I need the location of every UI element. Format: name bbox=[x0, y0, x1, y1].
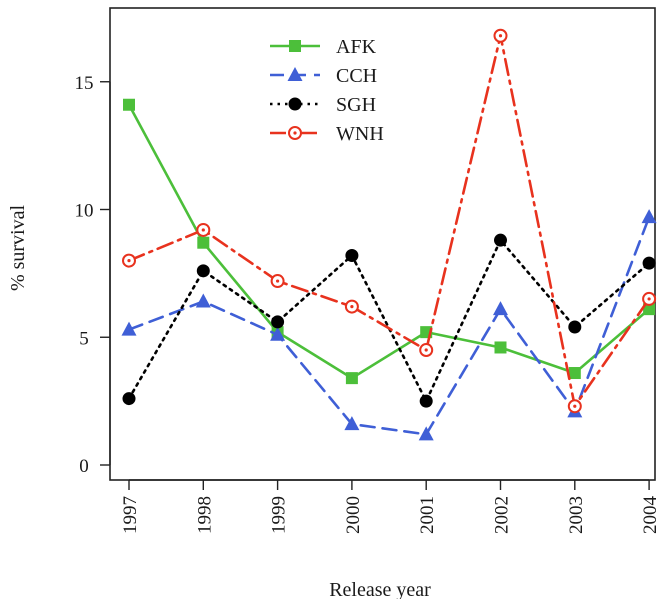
legend-label: AFK bbox=[336, 36, 377, 58]
series-sgh bbox=[122, 233, 656, 408]
series-wnh bbox=[122, 28, 657, 414]
data-point bbox=[122, 253, 136, 268]
data-point bbox=[270, 326, 286, 341]
data-point bbox=[643, 303, 656, 316]
x-tick-label: 2003 bbox=[566, 496, 587, 534]
data-point bbox=[345, 248, 359, 262]
data-point bbox=[494, 341, 507, 354]
legend-marker bbox=[289, 40, 301, 52]
series-line-afk bbox=[127, 103, 651, 380]
series-afk bbox=[123, 98, 656, 385]
data-point bbox=[121, 321, 137, 336]
data-point bbox=[493, 28, 508, 43]
y-axis-title: % survival bbox=[7, 205, 29, 292]
data-point bbox=[344, 299, 359, 314]
data-point bbox=[123, 98, 135, 111]
series-line-wnh bbox=[127, 34, 651, 408]
x-tick-label: 2001 bbox=[417, 496, 438, 534]
x-tick-label: 1998 bbox=[194, 496, 215, 534]
y-tick-label: 0 bbox=[79, 456, 89, 477]
x-tick-label: 2004 bbox=[640, 496, 661, 535]
legend-item: SGH bbox=[270, 94, 376, 116]
data-point bbox=[271, 315, 285, 329]
data-point bbox=[195, 293, 211, 308]
x-tick-label: 2002 bbox=[492, 496, 513, 534]
x-tick-label: 1999 bbox=[269, 496, 290, 534]
legend-label: SGH bbox=[336, 94, 376, 116]
legend-item: AFK bbox=[270, 36, 377, 58]
data-point bbox=[345, 372, 358, 385]
legend-item: CCH bbox=[270, 65, 377, 87]
data-point bbox=[494, 233, 507, 247]
legend-label: CCH bbox=[336, 65, 377, 87]
data-point bbox=[196, 222, 211, 237]
data-point bbox=[641, 209, 657, 224]
y-axis: 0 5 10 15 bbox=[75, 73, 111, 477]
data-point bbox=[270, 274, 285, 289]
data-point bbox=[568, 320, 582, 334]
data-point bbox=[567, 399, 582, 414]
legend-item: WNH bbox=[270, 123, 384, 145]
data-point bbox=[568, 367, 581, 380]
series-cch bbox=[121, 209, 657, 441]
x-axis: 1997 1998 1999 2000 2001 2002 2003 2004 bbox=[120, 479, 661, 535]
data-point bbox=[493, 301, 508, 316]
data-point bbox=[642, 256, 656, 270]
data-point bbox=[122, 392, 136, 406]
x-tick-label: 1997 bbox=[120, 496, 141, 534]
data-point bbox=[419, 394, 433, 408]
x-axis-title: Release year bbox=[329, 579, 431, 599]
data-point bbox=[196, 264, 210, 278]
legend-marker bbox=[288, 126, 302, 140]
data-point bbox=[642, 291, 657, 306]
y-tick-label: 15 bbox=[75, 73, 94, 94]
series-layer bbox=[121, 28, 657, 441]
series-line-cch bbox=[127, 215, 651, 436]
y-tick-label: 10 bbox=[75, 201, 94, 222]
data-point bbox=[418, 426, 434, 441]
data-point bbox=[197, 236, 210, 249]
y-tick-label: 5 bbox=[79, 328, 89, 349]
legend-marker bbox=[287, 67, 303, 81]
legend-marker bbox=[288, 97, 302, 111]
data-point bbox=[419, 343, 434, 358]
legend: AFK CCH SGH WNH bbox=[270, 36, 384, 145]
data-point bbox=[344, 416, 360, 431]
x-tick-label: 2000 bbox=[343, 496, 364, 534]
legend-label: WNH bbox=[336, 123, 384, 145]
